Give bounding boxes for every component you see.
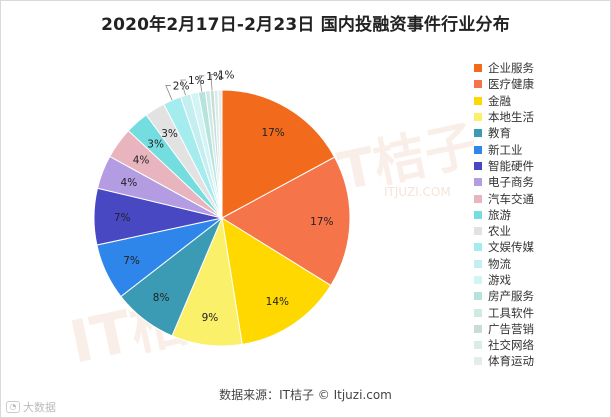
chat-bubble-icon: ◔ [6, 401, 20, 413]
data-source-caption: 数据来源：IT桔子 © Itjuzi.com [219, 388, 392, 402]
legend-item-游戏: 游戏 [474, 272, 534, 288]
slice-label-智能硬件: 7% [114, 212, 131, 224]
legend-swatch [474, 308, 482, 317]
legend-label: 农业 [488, 224, 511, 239]
legend-label: 广告营销 [488, 321, 534, 336]
legend-label: 汽车交通 [488, 191, 534, 206]
legend-label: 金融 [488, 93, 511, 108]
legend-label: 游戏 [488, 273, 511, 287]
legend-item-医疗健康: 医疗健康 [474, 76, 534, 92]
leader-line-物流 [180, 79, 186, 96]
legend-item-文娱传媒: 文娱传媒 [474, 239, 534, 255]
legend-label: 文娱传媒 [488, 240, 534, 255]
legend-swatch [474, 96, 482, 105]
legend-label: 旅游 [488, 207, 511, 222]
slice-label-金融: 14% [266, 296, 289, 308]
brand-label: 大数据 [23, 401, 56, 414]
legend-item-教育: 教育 [474, 125, 534, 141]
legend-label: 社交网络 [488, 338, 534, 353]
legend-swatch [474, 292, 482, 301]
slice-label-旅游: 3% [147, 138, 164, 150]
slice-label-汽车交通: 4% [133, 154, 150, 166]
slice-label-物流: 1% [188, 75, 205, 87]
legend-item-广告营销: 广告营销 [474, 321, 534, 337]
legend-label: 新工业 [488, 142, 523, 157]
legend-label: 物流 [488, 256, 511, 271]
legend-label: 智能硬件 [488, 158, 534, 173]
pie-slice-金融 [221, 216, 332, 345]
brand-badge: ◔ 大数据 [6, 399, 56, 415]
legend-label: 工具软件 [488, 305, 534, 320]
slice-label-电子商务: 4% [121, 177, 138, 189]
slice-label-医疗健康: 17% [310, 216, 333, 228]
legend-item-农业: 农业 [474, 223, 534, 239]
legend-label: 教育 [488, 126, 511, 141]
legend-swatch [474, 227, 482, 236]
leader-line-广告营销 [210, 74, 216, 91]
legend-item-工具软件: 工具软件 [474, 304, 534, 320]
legend-swatch [474, 80, 482, 89]
legend-label: 本地生活 [488, 110, 534, 125]
legend-swatch [474, 210, 482, 219]
legend-swatch [474, 161, 482, 170]
legend-swatch [474, 276, 482, 284]
legend-swatch [474, 243, 482, 252]
legend-label: 体育运动 [488, 354, 534, 369]
legend-item-汽车交通: 汽车交通 [474, 190, 534, 206]
legend-label: 电子商务 [488, 175, 534, 190]
slice-label-广告营销: 1% [218, 69, 235, 81]
legend-swatch [474, 259, 482, 268]
slice-label-房产服务: 1% [206, 71, 223, 83]
legend-swatch [474, 324, 482, 333]
legend-swatch [474, 64, 482, 73]
legend-item-智能硬件: 智能硬件 [474, 158, 534, 174]
leader-line-房产服务 [198, 75, 205, 92]
slice-label-农业: 3% [161, 128, 178, 140]
legend-swatch [474, 113, 482, 122]
legend-item-旅游: 旅游 [474, 207, 534, 223]
legend-item-体育运动: 体育运动 [474, 353, 534, 369]
legend-item-物流: 物流 [474, 256, 534, 272]
pie-slice-医疗健康 [221, 156, 351, 287]
legend-swatch [474, 194, 482, 203]
legend-label: 企业服务 [488, 61, 534, 76]
legend-item-企业服务: 企业服务 [474, 60, 534, 76]
legend-label: 房产服务 [488, 289, 534, 304]
legend-label: 医疗健康 [488, 77, 534, 92]
slice-label-教育: 8% [153, 292, 170, 304]
legend-item-社交网络: 社交网络 [474, 337, 534, 353]
slice-label-本地生活: 9% [202, 312, 219, 324]
leader-line-文娱传媒 [165, 85, 173, 101]
slice-label-文娱传媒: 2% [173, 80, 190, 92]
pie-slice-体育运动 [217, 89, 223, 219]
legend-item-电子商务: 电子商务 [474, 174, 534, 190]
chart-legend: 企业服务 医疗健康 金融本地生活 教育 新工业 智能硬件电子商务 汽车交通 旅游农业 文娱传媒物… [474, 60, 534, 370]
legend-swatch [474, 357, 482, 366]
chart-title: 2020年2月17日-2月23日 国内投融资事件行业分布 [101, 15, 510, 35]
slice-label-企业服务: 17% [261, 127, 284, 139]
legend-item-房产服务: 房产服务 [474, 288, 534, 304]
legend-swatch [474, 145, 482, 154]
legend-swatch [474, 341, 482, 350]
legend-item-新工业: 新工业 [474, 141, 534, 157]
legend-swatch [474, 129, 482, 138]
pie-slice-企业服务 [221, 89, 336, 219]
legend-item-本地生活: 本地生活 [474, 109, 534, 125]
watermark-url: ITJUZI.COM [384, 185, 451, 199]
legend-item-金融: 金融 [474, 93, 534, 109]
legend-swatch [474, 178, 482, 187]
slice-label-新工业: 7% [123, 255, 140, 267]
